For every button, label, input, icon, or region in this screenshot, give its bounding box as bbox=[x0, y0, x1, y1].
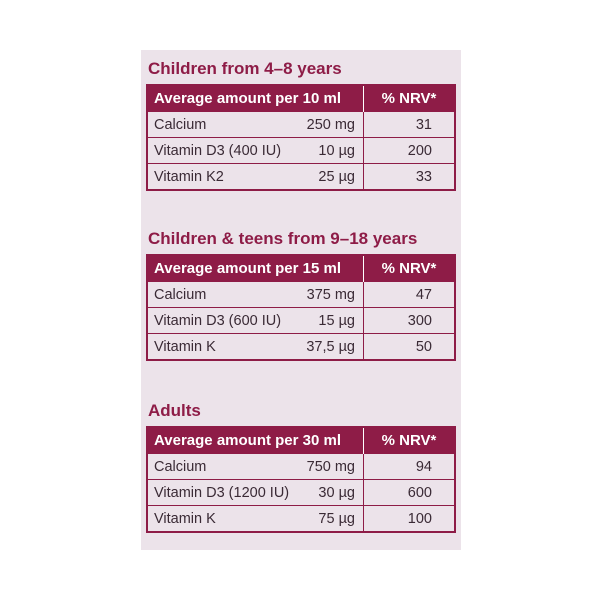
nutrient-row: Vitamin D3 (1200 IU) 30 µg 600 bbox=[147, 479, 455, 506]
amount-header: Average amount per 15 ml bbox=[147, 255, 364, 282]
nutrient-name: Vitamin D3 (1200 IU) bbox=[147, 479, 299, 506]
section-heading: Children & teens from 9–18 years bbox=[148, 229, 418, 248]
nutrient-row: Vitamin K2 25 µg 33 bbox=[147, 163, 455, 190]
nrv-header: % NRV* bbox=[363, 427, 455, 454]
nutrient-nrv: 50 bbox=[363, 333, 455, 360]
nutrient-amount: 750 mg bbox=[298, 453, 364, 480]
nutrition-table: Average amount per 30 ml% NRV* Calcium 750… bbox=[146, 426, 456, 533]
nutrient-amount: 10 µg bbox=[296, 137, 364, 164]
amount-header: Average amount per 10 ml bbox=[147, 85, 364, 112]
nutrient-row: Vitamin D3 (400 IU) 10 µg 200 bbox=[147, 137, 455, 164]
nutrition-table: Average amount per 10 ml% NRV* Calcium 250… bbox=[146, 84, 456, 191]
nutrient-amount: 250 mg bbox=[296, 111, 364, 138]
nutrient-name: Calcium bbox=[147, 453, 299, 480]
nutrient-amount: 15 µg bbox=[296, 307, 364, 334]
nutrition-section: Adults Average amount per 30 ml% NRV* Calc… bbox=[146, 400, 456, 533]
nutrient-row: Calcium 750 mg 94 bbox=[147, 453, 455, 480]
nutrient-nrv: 200 bbox=[363, 137, 455, 164]
nutrient-amount: 37,5 µg bbox=[296, 333, 364, 360]
nutrient-nrv: 33 bbox=[363, 163, 455, 190]
nutrient-name: Vitamin K bbox=[147, 505, 299, 532]
nutrient-amount: 75 µg bbox=[298, 505, 364, 532]
nutrient-name: Vitamin K bbox=[147, 333, 297, 360]
nutrient-name: Calcium bbox=[147, 281, 297, 308]
nutrient-nrv: 31 bbox=[363, 111, 455, 138]
nrv-header: % NRV* bbox=[363, 255, 455, 282]
section-heading: Adults bbox=[148, 401, 201, 420]
label-panel: Children from 4–8 years Average amount pe… bbox=[141, 50, 461, 550]
nutrition-section: Children from 4–8 years Average amount pe… bbox=[146, 58, 456, 191]
header-row: Average amount per 15 ml% NRV* bbox=[147, 255, 455, 282]
nutrition-section: Children & teens from 9–18 years Average … bbox=[146, 228, 456, 361]
nutrient-row: Vitamin K 37,5 µg 50 bbox=[147, 333, 455, 360]
nutrition-table: Average amount per 15 ml% NRV* Calcium 375… bbox=[146, 254, 456, 361]
section-heading: Children from 4–8 years bbox=[148, 59, 342, 78]
nutrient-row: Vitamin D3 (600 IU) 15 µg 300 bbox=[147, 307, 455, 334]
nutrient-amount: 30 µg bbox=[298, 479, 364, 506]
header-row: Average amount per 30 ml% NRV* bbox=[147, 427, 455, 454]
nutrient-amount: 25 µg bbox=[296, 163, 364, 190]
nutrient-name: Calcium bbox=[147, 111, 297, 138]
nutrient-amount: 375 mg bbox=[296, 281, 364, 308]
nutrient-row: Calcium 375 mg 47 bbox=[147, 281, 455, 308]
header-row: Average amount per 10 ml% NRV* bbox=[147, 85, 455, 112]
nrv-header: % NRV* bbox=[363, 85, 455, 112]
nutrient-row: Calcium 250 mg 31 bbox=[147, 111, 455, 138]
nutrient-row: Vitamin K 75 µg 100 bbox=[147, 505, 455, 532]
nutrient-nrv: 47 bbox=[363, 281, 455, 308]
nutrient-nrv: 94 bbox=[363, 453, 455, 480]
nutrient-nrv: 300 bbox=[363, 307, 455, 334]
nutrient-name: Vitamin D3 (600 IU) bbox=[147, 307, 297, 334]
nutrient-name: Vitamin K2 bbox=[147, 163, 297, 190]
nutrient-nrv: 600 bbox=[363, 479, 455, 506]
nutrient-nrv: 100 bbox=[363, 505, 455, 532]
nutrient-name: Vitamin D3 (400 IU) bbox=[147, 137, 297, 164]
amount-header: Average amount per 30 ml bbox=[147, 427, 364, 454]
